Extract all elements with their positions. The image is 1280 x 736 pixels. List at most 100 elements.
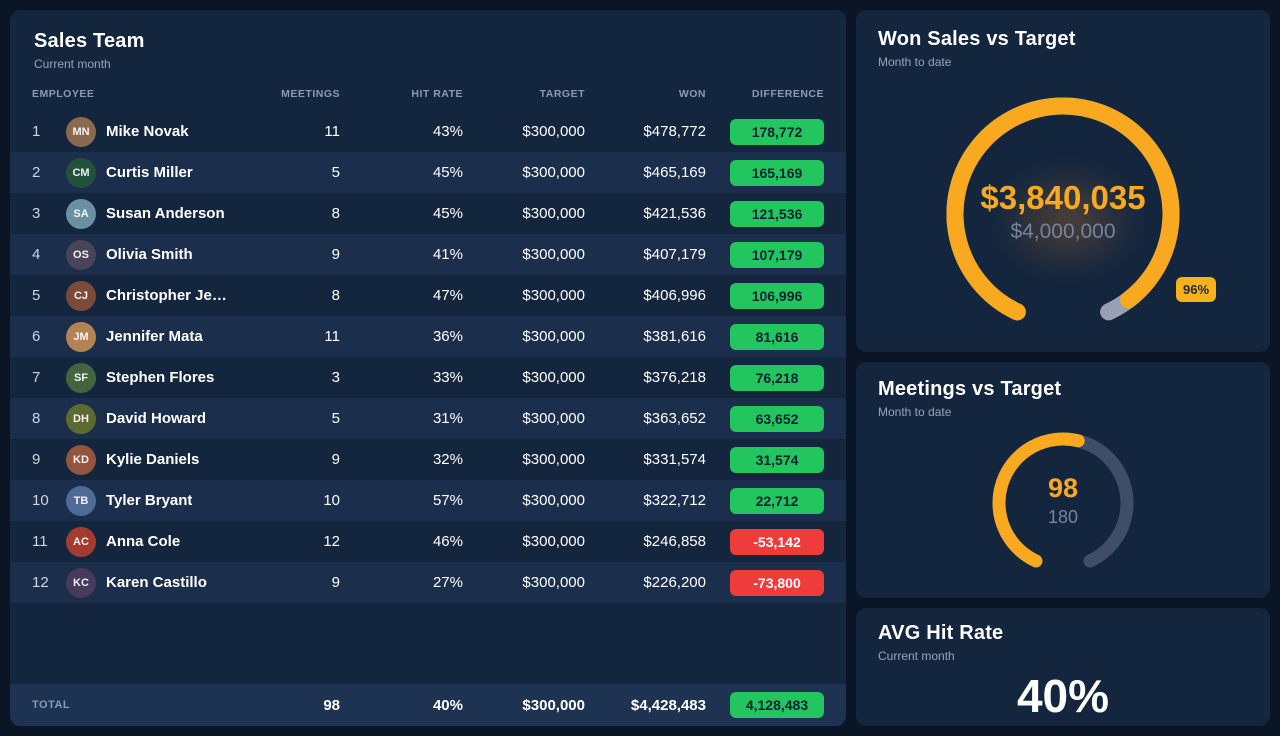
employee-cell: OS Olivia Smith	[66, 239, 245, 270]
col-meetings: MEETINGS	[281, 88, 340, 100]
difference-cell: 63,652	[706, 405, 824, 432]
meetings-cell: 8	[331, 287, 340, 304]
won-cell: $331,574	[643, 451, 706, 468]
total-label: TOTAL	[32, 699, 71, 711]
won-cell: $322,712	[643, 492, 706, 509]
gauge-value-arc	[946, 97, 1180, 321]
avatar: MN	[66, 116, 96, 147]
avatar: CJ	[66, 280, 96, 311]
avg-hit-rate-card: AVG Hit Rate Current month 40%	[856, 608, 1270, 726]
target-cell: $300,000	[522, 205, 585, 222]
target-cell: $300,000	[522, 328, 585, 345]
col-employee: EMPLOYEE	[32, 88, 95, 100]
difference-badge: 107,179	[730, 241, 824, 268]
table-row: 4 OS Olivia Smith 9 41% $300,000 $407,17…	[10, 234, 846, 275]
employee-cell: DH David Howard	[66, 403, 245, 434]
hit-rate-cell: 41%	[432, 246, 463, 263]
won-cell: $363,652	[643, 410, 706, 427]
table-row: 1 MN Mike Novak 11 43% $300,000 $478,772…	[10, 111, 846, 152]
difference-cell: 165,169	[706, 159, 824, 186]
avatar: KC	[66, 567, 96, 598]
rank: 5	[32, 287, 41, 304]
target-cell: $300,000	[522, 451, 585, 468]
target-cell: $300,000	[522, 533, 585, 550]
employee-name: Tyler Bryant	[106, 492, 193, 509]
meetings-cell: 8	[331, 205, 340, 222]
won-sales-gauge-arc	[946, 97, 1180, 321]
difference-cell: -53,142	[706, 528, 824, 555]
won-cell: $406,996	[643, 287, 706, 304]
avatar: OS	[66, 239, 96, 270]
total-hit-rate: 40%	[432, 696, 463, 714]
employee-name: Christopher Je…	[106, 287, 227, 304]
table-row: 3 SA Susan Anderson 8 45% $300,000 $421,…	[10, 193, 846, 234]
avatar: KD	[66, 444, 96, 475]
meetings-cell: 11	[324, 328, 340, 345]
target-cell: $300,000	[522, 410, 585, 427]
employee-cell: SF Stephen Flores	[66, 362, 245, 393]
difference-cell: 22,712	[706, 487, 824, 514]
table-title-block: Sales Team Current month	[10, 10, 846, 77]
rank: 9	[32, 451, 41, 468]
hit-rate-cell: 47%	[432, 287, 463, 304]
col-hit-rate: HIT RATE	[411, 88, 463, 100]
col-target: TARGET	[539, 88, 585, 100]
rank: 8	[32, 410, 41, 427]
hit-rate-cell: 33%	[432, 369, 463, 386]
meetings-value: 98	[1047, 472, 1079, 503]
table-row: 11 AC Anna Cole 12 46% $300,000 $246,858…	[10, 521, 846, 562]
avatar: SA	[66, 198, 96, 229]
hit-rate-cell: 27%	[432, 574, 463, 591]
rank: 4	[32, 246, 41, 263]
difference-badge: 165,169	[730, 159, 824, 186]
gauge-glow	[993, 161, 1143, 279]
avatar: AC	[66, 526, 96, 557]
difference-cell: 31,574	[706, 446, 824, 473]
meetings-cell: 10	[323, 492, 340, 509]
employee-name: Karen Castillo	[106, 574, 207, 591]
won-sales-card: Won Sales vs Target Month to date $3,840…	[856, 10, 1270, 352]
rank: 2	[32, 164, 41, 181]
table-row: 7 SF Stephen Flores 3 33% $300,000 $376,…	[10, 357, 846, 398]
avatar: TB	[66, 485, 96, 516]
avatar: SF	[66, 362, 96, 393]
won-sales-subtitle: Month to date	[878, 55, 952, 69]
employee-name: Curtis Miller	[106, 164, 193, 181]
difference-badge: 81,616	[730, 323, 824, 350]
table-row: 2 CM Curtis Miller 5 45% $300,000 $465,1…	[10, 152, 846, 193]
won-cell: $421,536	[643, 205, 706, 222]
target-cell: $300,000	[522, 246, 585, 263]
table-row: 6 JM Jennifer Mata 11 36% $300,000 $381,…	[10, 316, 846, 357]
col-won: WON	[678, 88, 706, 100]
difference-cell: 76,218	[706, 364, 824, 391]
table-row: 10 TB Tyler Bryant 10 57% $300,000 $322,…	[10, 480, 846, 521]
meetings-gauge-labels: 98 180	[985, 422, 1141, 578]
meetings-subtitle: Month to date	[878, 405, 952, 419]
percent-badge: 96%	[1176, 277, 1217, 302]
difference-cell: 178,772	[706, 118, 824, 145]
sales-team-card: Sales Team Current month EMPLOYEE MEETIN…	[10, 10, 846, 726]
hit-rate-cell: 36%	[432, 328, 463, 345]
rank: 6	[32, 328, 41, 345]
difference-cell: 81,616	[706, 323, 824, 350]
total-won: $4,428,483	[630, 696, 706, 714]
table-body: 1 MN Mike Novak 11 43% $300,000 $478,772…	[10, 111, 846, 603]
target-cell: $300,000	[522, 492, 585, 509]
hit-rate-cell: 45%	[432, 205, 463, 222]
target-cell: $300,000	[522, 287, 585, 304]
meetings-cell: 9	[331, 574, 340, 591]
avatar: DH	[66, 403, 96, 434]
total-meetings: 98	[323, 696, 340, 714]
col-difference: DIFFERENCE	[751, 88, 824, 100]
difference-cell: 121,536	[706, 200, 824, 227]
employee-name: Anna Cole	[106, 533, 181, 550]
difference-badge: 121,536	[730, 200, 824, 227]
won-cell: $465,169	[643, 164, 706, 181]
meetings-cell: 12	[323, 533, 340, 550]
won-sales-value: $3,840,035	[980, 178, 1146, 216]
employee-cell: MN Mike Novak	[66, 116, 245, 147]
hit-rate-cell: 46%	[432, 533, 463, 550]
rank: 10	[32, 492, 49, 509]
employee-name: Susan Anderson	[106, 205, 225, 222]
employee-cell: TB Tyler Bryant	[66, 485, 245, 516]
